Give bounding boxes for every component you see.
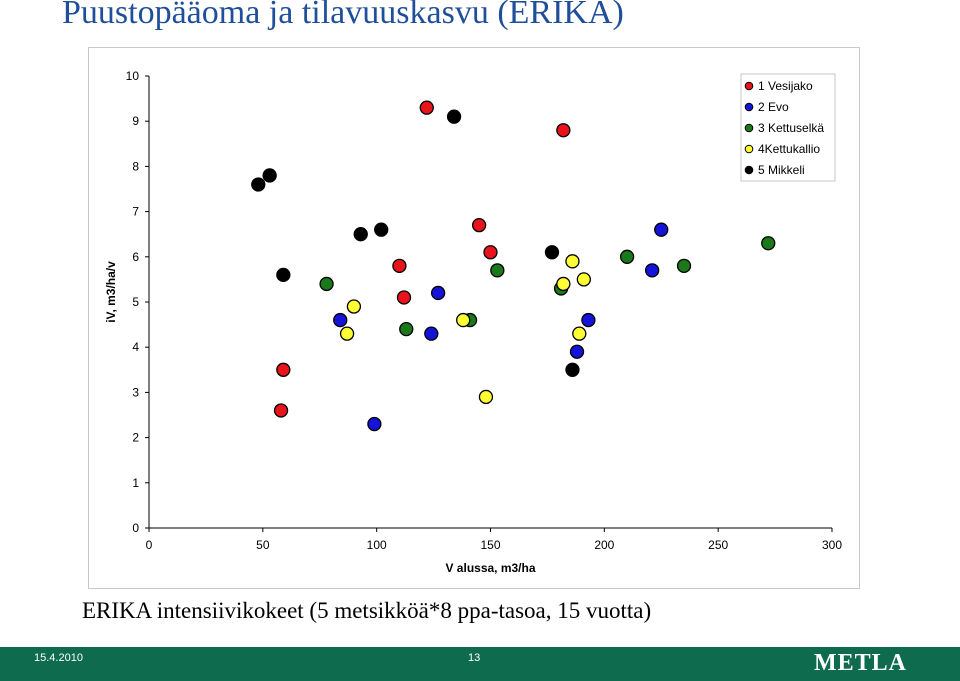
- data-point-series-3: [676, 258, 692, 273]
- y-tick-label: 0: [132, 521, 139, 535]
- y-axis-label: iV, m3/ha/v: [104, 261, 118, 323]
- legend-label-4: 4Kettukallio: [758, 142, 820, 156]
- data-point-series-4: [576, 272, 591, 287]
- slide-title: Puustopääoma ja tilavuuskasvu (ERIKA): [62, 0, 624, 31]
- y-tick-label: 8: [132, 159, 139, 173]
- y-tick-label: 3: [132, 385, 139, 399]
- footer-page-number: 13: [468, 652, 481, 664]
- data-point-series-2: [581, 312, 596, 328]
- legend-label-5: 5 Mikkeli: [758, 163, 805, 177]
- data-point-series-3: [319, 276, 334, 292]
- x-tick-label: 250: [708, 538, 728, 552]
- data-point-series-2: [424, 326, 439, 341]
- y-tick-label: 2: [132, 431, 139, 445]
- data-point-series-5: [251, 177, 266, 192]
- data-point-series-3: [399, 321, 414, 337]
- data-point-series-2: [430, 285, 446, 301]
- data-point-series-1: [392, 258, 407, 273]
- x-tick-label: 300: [822, 538, 842, 552]
- data-point-series-2: [644, 263, 660, 278]
- data-point-series-1: [396, 290, 412, 305]
- data-point-series-5: [276, 267, 291, 283]
- data-point-series-5: [446, 109, 462, 124]
- data-point-series-4: [456, 312, 471, 328]
- legend-marker-3: [744, 123, 754, 133]
- x-tick-label: 100: [367, 538, 387, 552]
- data-point-series-3: [761, 236, 776, 251]
- data-point-series-4: [478, 389, 494, 405]
- legend-marker-1: [744, 81, 754, 91]
- data-point-series-1: [419, 100, 434, 115]
- x-tick-label: 50: [256, 538, 270, 552]
- data-point-series-2: [333, 312, 348, 328]
- slide-caption: ERIKA intensiivikokeet (5 metsikköä*8 pp…: [82, 598, 652, 623]
- data-point-series-5: [262, 168, 277, 183]
- chart-area: 0 1 2 3 4 5 6 7 8 9 10 0 50 100 150 200 250 300 V alussa, …: [88, 47, 860, 589]
- y-tick-label: 10: [126, 69, 140, 83]
- x-tick-label: 200: [594, 538, 614, 552]
- metla-logo: METLA: [814, 650, 908, 676]
- data-point-series-1: [276, 362, 291, 377]
- y-tick-label: 6: [132, 250, 139, 264]
- x-tick-label: 150: [480, 538, 500, 552]
- legend-marker-2: [744, 102, 754, 112]
- y-tick-label: 1: [132, 476, 139, 490]
- legend-label-2: 2 Evo: [758, 100, 789, 114]
- data-point-series-4: [572, 326, 587, 341]
- legend-marker-5: [744, 165, 754, 175]
- data-point-series-1: [483, 245, 498, 260]
- legend-label-1: 1 Vesijako: [758, 79, 813, 93]
- legend-box: [740, 73, 836, 182]
- data-point-series-2: [569, 344, 585, 359]
- data-point-series-4: [346, 299, 362, 314]
- y-tick-label: 4: [132, 340, 139, 354]
- data-point-series-1: [471, 218, 487, 233]
- x-axis-label: V alussa, m3/ha: [445, 561, 535, 575]
- y-tick-label: 5: [132, 295, 139, 309]
- data-point-series-3: [490, 263, 505, 278]
- y-tick-label: 7: [132, 205, 139, 219]
- data-point-series-4: [339, 326, 355, 341]
- data-point-series-4: [565, 254, 580, 269]
- data-point-series-1: [556, 123, 571, 138]
- x-tick-label: 0: [146, 538, 153, 552]
- y-tick-label: 9: [132, 114, 139, 128]
- legend-marker-4: [744, 144, 754, 154]
- legend-label-3: 3 Kettuselkä: [758, 121, 824, 135]
- data-point-series-1: [273, 403, 289, 418]
- data-point-series-4: [556, 276, 571, 292]
- footer-date: 15.4.2010: [34, 652, 83, 664]
- data-point-series-5: [544, 245, 560, 260]
- data-point-series-2: [367, 416, 382, 432]
- data-point-series-5: [353, 227, 368, 242]
- data-point-series-2: [654, 222, 669, 237]
- footer-bar: 15.4.2010 13 METLA: [0, 647, 960, 681]
- data-point-series-3: [619, 249, 635, 264]
- data-point-series-5: [565, 362, 580, 377]
- data-point-series-5: [374, 222, 389, 237]
